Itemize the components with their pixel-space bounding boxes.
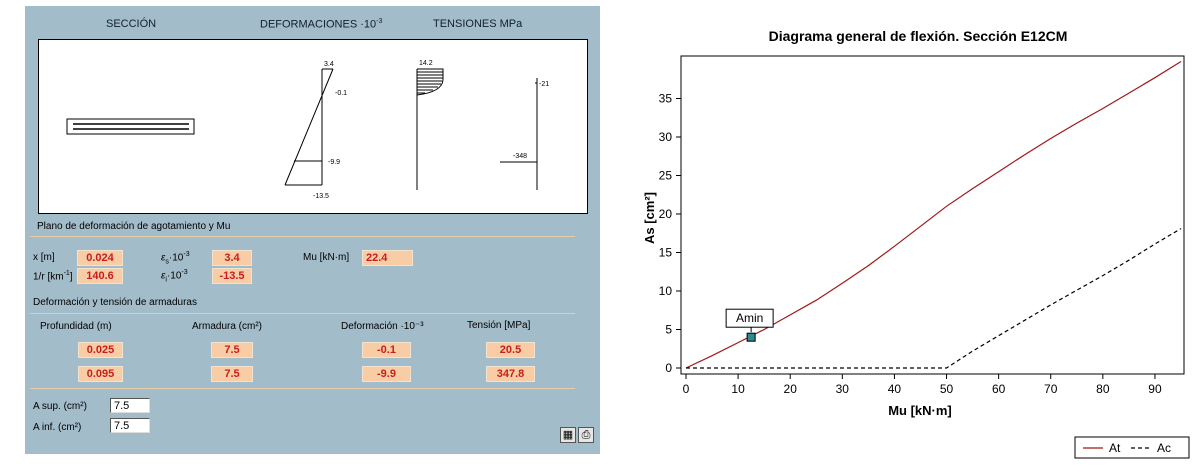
row2-area: 7.5	[211, 366, 253, 382]
a-sup-input[interactable]: 7.5	[110, 398, 150, 413]
y-tick-label: 25	[659, 169, 673, 183]
y-tick-label: 20	[659, 207, 673, 221]
y-tick-label: 10	[659, 284, 673, 298]
x-tick-label: 0	[683, 382, 690, 396]
steel-stress-top-label: -21	[539, 81, 549, 88]
row2-strain: -9.9	[362, 366, 411, 382]
strain-profile	[284, 68, 334, 186]
y-tick-label: 15	[659, 246, 673, 260]
row1-strain: -0.1	[362, 342, 411, 358]
amin-label-box	[725, 308, 774, 328]
row1-stress: 20.5	[486, 342, 535, 358]
y-axis-label: As [cm²]	[642, 192, 657, 244]
section-outline	[66, 118, 195, 135]
amin-marker	[746, 332, 756, 342]
x-tick-label: 20	[784, 382, 798, 396]
bending-chart: Diagrama general de flexión. Sección E12…	[620, 0, 1203, 467]
y-tick-label: 35	[659, 92, 673, 106]
printer-icon[interactable]: ⎙	[578, 427, 594, 443]
x-tick-label: 90	[1148, 382, 1162, 396]
legend: At Ac	[1074, 436, 1190, 459]
chart-svg: Diagrama general de flexión. Sección E12…	[642, 28, 1190, 459]
x-tick-label: 40	[888, 382, 902, 396]
x-tick-label: 80	[1096, 382, 1110, 396]
strain-bottom-label: -13.5	[313, 193, 329, 200]
x-axis-label: Mu [kN·m]	[888, 403, 952, 418]
x-tick-label: 10	[731, 382, 745, 396]
rebar-title: Deformación y tensión de armaduras	[33, 297, 197, 308]
legend-at-label: At	[1109, 441, 1121, 455]
eps-i-label: εi·10-3	[161, 269, 188, 284]
strain-neutral-label: -0.1	[335, 90, 347, 97]
stress-concrete-label: 14.2	[419, 60, 433, 67]
x-tick-label: 30	[836, 382, 850, 396]
series-ac-line	[686, 228, 1182, 369]
separator	[30, 388, 575, 389]
chart-title: Diagrama general de flexión. Sección E12…	[769, 28, 1068, 44]
a-sup-label: A sup. (cm²)	[33, 401, 87, 412]
steel-stress-bottom-label: -348	[513, 153, 527, 160]
mu-value: 22.4	[362, 250, 413, 266]
strain-steel-label: -9.9	[328, 159, 340, 166]
row1-area: 7.5	[211, 342, 253, 358]
x-value: 0.024	[77, 250, 123, 266]
strain-top-label: 3.4	[324, 61, 334, 68]
col-tension: Tensión [MPa]	[467, 320, 531, 331]
x-tick-label: 50	[940, 382, 954, 396]
header-deformaciones: DEFORMACIONES ·10-3	[260, 18, 383, 31]
a-inf-input[interactable]: 7.5	[110, 418, 150, 433]
row2-stress: 347.8	[486, 366, 535, 382]
section-panel: SECCIÓN DEFORMACIONES ·10-3 TENSIONES MP…	[25, 6, 600, 454]
a-inf-label: A inf. (cm²)	[33, 422, 82, 433]
eps-s-value: 3.4	[212, 250, 252, 266]
plane-title: Plano de deformación de agotamiento y Mu	[37, 221, 231, 232]
col-armadura: Armadura (cm²)	[192, 321, 263, 332]
eps-i-value: -13.5	[212, 268, 252, 284]
section-diagram: 3.4 -0.1 -9.9 -13.5 14.2 -21	[38, 39, 588, 214]
y-tick-label: 30	[659, 130, 673, 144]
mu-label: Mu [kN·m]	[303, 252, 350, 263]
x-label: x [m]	[33, 252, 55, 263]
x-tick-label: 70	[1044, 382, 1058, 396]
x-tick-label: 60	[992, 382, 1006, 396]
separator	[30, 236, 575, 237]
amin-label: Amin	[736, 311, 763, 325]
calculator-icon[interactable]: ▦	[560, 427, 576, 443]
curvature-value: 140.6	[77, 268, 123, 284]
separator	[30, 313, 575, 314]
header-tensiones: TENSIONES MPa	[433, 18, 523, 30]
stress-hatching	[417, 71, 443, 94]
y-tick-label: 5	[665, 323, 672, 337]
row1-depth: 0.025	[78, 342, 123, 358]
col-profundidad: Profundidad (m)	[40, 321, 112, 332]
y-tick-label: 0	[665, 361, 672, 375]
eps-s-label: εs·10-3	[161, 251, 190, 266]
curvature-label: 1/r [km-1]	[33, 270, 73, 283]
stress-block	[416, 68, 444, 96]
col-deformacion: Deformación ·10⁻³	[341, 321, 424, 332]
header-seccion: SECCIÓN	[106, 18, 157, 30]
legend-ac-label: Ac	[1157, 441, 1171, 455]
row2-depth: 0.095	[78, 366, 123, 382]
section-drawing: 3.4 -0.1 -9.9 -13.5 14.2 -21	[66, 60, 549, 200]
